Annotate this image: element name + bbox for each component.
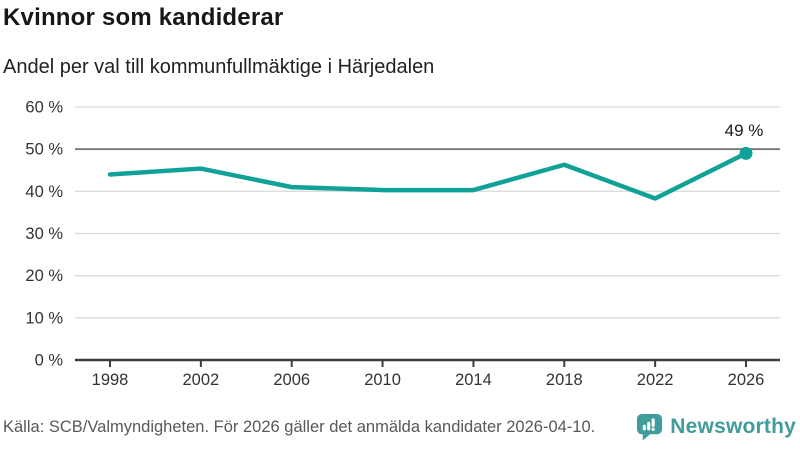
y-tick-label: 0 % xyxy=(35,352,64,370)
newsworthy-logo-icon xyxy=(637,413,663,441)
page-title: Kvinnor som kandiderar xyxy=(3,4,284,31)
x-tick-label: 2006 xyxy=(273,371,310,389)
y-tick-label: 20 % xyxy=(25,267,63,285)
last-point-marker xyxy=(739,146,753,160)
y-tick-label: 40 % xyxy=(25,183,63,201)
x-tick-label: 2014 xyxy=(455,371,492,389)
data-line xyxy=(107,151,749,201)
y-tick-label: 10 % xyxy=(25,309,63,327)
y-tick-label: 50 % xyxy=(25,141,63,159)
x-tick-label: 2026 xyxy=(728,371,765,389)
newsworthy-logo-text: Newsworthy xyxy=(670,415,796,438)
x-tick-label: 2002 xyxy=(182,371,219,389)
y-tick-label: 60 % xyxy=(25,99,63,117)
x-tick-label: 2010 xyxy=(364,371,401,389)
x-tick-label: 2018 xyxy=(546,371,583,389)
footer: Källa: SCB/Valmyndigheten. För 2026 gäll… xyxy=(0,404,800,450)
x-tick-label: 1998 xyxy=(92,371,129,389)
source-note: Källa: SCB/Valmyndigheten. För 2026 gäll… xyxy=(3,417,596,436)
chart-subtitle: Andel per val till kommunfullmäktige i H… xyxy=(3,56,435,78)
y-tick-label: 30 % xyxy=(25,225,63,243)
newsworthy-logo: Newsworthy xyxy=(636,413,796,441)
x-tick-label: 2022 xyxy=(637,371,674,389)
line-chart: 0 % 10 % 20 % 30 % 40 % 50 % 60 % 1998 2002 2006 2… xyxy=(25,99,780,389)
data-point-label: 49 % xyxy=(725,121,764,140)
